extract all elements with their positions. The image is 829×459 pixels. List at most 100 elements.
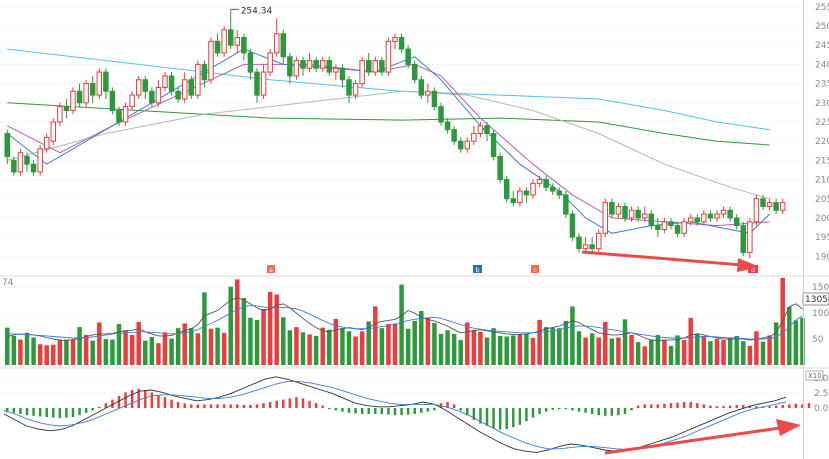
candle-body (89, 83, 96, 96)
candle-body (319, 60, 326, 69)
volume-bar (143, 340, 148, 365)
macd-histogram (6, 388, 811, 430)
volume-bar (800, 317, 805, 365)
candle-body (477, 125, 484, 135)
candle-body (687, 217, 694, 223)
price-tick-label: 210 (815, 176, 829, 186)
volume-bar (353, 336, 358, 365)
volume-bar (491, 328, 496, 365)
price-tick-label: 195 (815, 233, 829, 243)
divergence-arrow-indicator (604, 419, 801, 455)
candle-body (576, 236, 582, 250)
moving-average-line (7, 48, 770, 131)
volume-bar (603, 321, 608, 365)
volume-average-line (7, 304, 803, 340)
volume-bar (241, 298, 247, 365)
volume-bar (681, 340, 687, 365)
volume-bar (169, 338, 174, 365)
candle-body (668, 221, 674, 227)
candle-body (720, 209, 727, 215)
volume-bar (773, 322, 779, 365)
volume-bar (708, 341, 713, 365)
candle-body (109, 90, 116, 111)
candle-body (149, 90, 155, 104)
candle-body (602, 202, 609, 234)
candle-body (510, 198, 517, 204)
volume-bar (129, 334, 135, 365)
volume-bar (662, 339, 667, 365)
volume-bar (721, 340, 726, 365)
price-tick-label: 200 (815, 214, 829, 224)
candle-body (70, 90, 76, 111)
candle-body (287, 56, 293, 77)
volume-bar (215, 327, 220, 365)
volume-bar (31, 337, 36, 365)
price-tick-label: 240 (815, 60, 829, 70)
candle-body (451, 129, 457, 142)
volume-bar (123, 330, 128, 365)
volume-bar (44, 345, 49, 365)
volume-bar (412, 320, 417, 365)
volume-bar (405, 328, 411, 365)
event-marker-b[interactable] (473, 265, 482, 273)
candle-body (714, 213, 720, 219)
volume-panel: 74 150 100 50 130500 (0, 275, 829, 365)
volume-bar (399, 284, 404, 365)
candle-body (339, 67, 346, 81)
volume-bar (537, 319, 542, 365)
event-marker-d-label: d (751, 267, 755, 274)
price-tick-label: 220 (815, 137, 829, 147)
candle-body (135, 79, 142, 96)
event-marker-c[interactable] (531, 265, 539, 273)
candle-body (536, 179, 543, 184)
indicator-grid (0, 377, 803, 409)
volume-bar (432, 322, 437, 365)
candle-body (517, 190, 523, 204)
candle-body (352, 83, 359, 96)
candle-body (523, 190, 530, 196)
volume-bar (340, 328, 345, 365)
volume-bar (235, 279, 240, 365)
candle-body (556, 190, 563, 196)
candle-body (76, 90, 83, 104)
volume-bar (287, 330, 293, 365)
volume-bar (622, 319, 628, 365)
volume-bar (366, 321, 371, 365)
candle-body (773, 202, 779, 211)
candle-body (175, 90, 181, 100)
volume-y-axis: 150 100 50 (812, 283, 829, 345)
volume-average-lines (7, 297, 803, 342)
candle-body (4, 133, 11, 158)
event-marker-a[interactable] (267, 265, 275, 273)
candle-body (753, 198, 760, 223)
event-marker-d[interactable] (748, 265, 758, 273)
peak-price-label: 254.34 (241, 6, 273, 16)
candles (4, 9, 786, 259)
volume-tick-label: 100 (812, 309, 829, 319)
volume-bar (281, 317, 286, 365)
volume-bar (156, 343, 161, 365)
volume-bar (175, 328, 181, 365)
volume-bar (451, 333, 457, 365)
candle-body (142, 79, 149, 92)
volume-bar (504, 336, 509, 365)
volume-bar (307, 334, 312, 365)
volume-bar (701, 335, 707, 365)
candle-body (425, 90, 431, 96)
volume-bar (97, 322, 102, 365)
current-volume-label: 130500 (805, 295, 829, 305)
volume-bar (254, 319, 260, 365)
candle-body (313, 60, 319, 69)
volume-bar (616, 337, 621, 365)
volume-bar (747, 345, 753, 365)
volume-bar (714, 339, 720, 365)
candle-body (221, 29, 227, 54)
volume-bar (635, 342, 641, 365)
volume-bar (642, 346, 647, 365)
volume-bar (688, 317, 693, 365)
volume-bar (438, 333, 444, 365)
volume-bar (478, 331, 483, 365)
candle-body (609, 202, 615, 215)
candle-body (234, 37, 241, 46)
